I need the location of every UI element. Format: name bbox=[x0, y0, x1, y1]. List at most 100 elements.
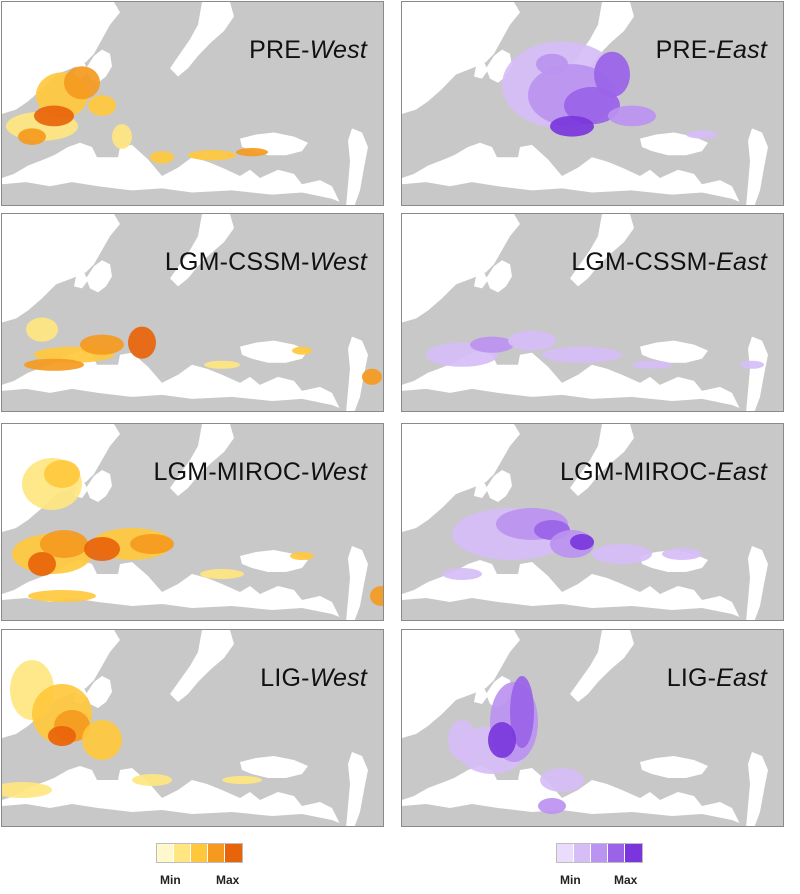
water-body-4 bbox=[240, 756, 308, 778]
map-panel-lig-east: LIG-East bbox=[401, 629, 784, 827]
suitability-area-3 bbox=[80, 334, 124, 355]
water-body-1 bbox=[402, 424, 520, 532]
water-body-7 bbox=[74, 272, 88, 289]
water-body-4 bbox=[640, 340, 708, 363]
water-body-4 bbox=[640, 756, 708, 778]
suitability-area-3 bbox=[64, 66, 100, 100]
suitability-area-7 bbox=[662, 548, 702, 560]
panel-title: LGM-MIROC-East bbox=[560, 458, 767, 487]
legend-east-min-label: Min bbox=[560, 873, 581, 887]
land-mass-2 bbox=[402, 598, 747, 620]
suitability-area-7 bbox=[608, 105, 656, 127]
suitability-area-5 bbox=[24, 358, 84, 371]
europe-map bbox=[402, 2, 783, 205]
suitability-area-5 bbox=[18, 128, 46, 145]
water-body-2 bbox=[170, 630, 234, 702]
legend-west-max-label: Max bbox=[216, 873, 240, 887]
suitability-area-8 bbox=[84, 537, 120, 561]
suitability-area-5 bbox=[632, 360, 672, 369]
panel-title-scenario: LGM-MIROC- bbox=[560, 458, 717, 486]
panel-title-lineage: East bbox=[716, 36, 767, 64]
suitability-area-9 bbox=[188, 150, 236, 161]
panel-title-lineage: West bbox=[309, 664, 367, 692]
europe-map bbox=[2, 424, 383, 620]
suitability-area-6 bbox=[536, 53, 568, 75]
suitability-area-8 bbox=[362, 368, 382, 385]
water-body-7 bbox=[474, 688, 488, 704]
panel-title-lineage: East bbox=[716, 664, 767, 692]
suitability-area-4 bbox=[550, 115, 594, 137]
water-body-3 bbox=[72, 574, 292, 602]
water-body-2 bbox=[570, 424, 634, 496]
water-body-5 bbox=[746, 128, 768, 205]
europe-map bbox=[402, 424, 783, 620]
panel-title: LIG-West bbox=[260, 664, 367, 693]
europe-map bbox=[2, 2, 383, 205]
suitability-area-7 bbox=[112, 124, 132, 150]
legend-east-swatch-3 bbox=[591, 844, 608, 862]
water-body-5 bbox=[346, 128, 368, 205]
suitability-area-11 bbox=[290, 552, 314, 560]
panel-title-lineage: West bbox=[309, 458, 367, 486]
water-body-3 bbox=[72, 780, 292, 808]
suitability-area-10 bbox=[236, 147, 268, 157]
panel-title-scenario: LGM-CSSM- bbox=[164, 248, 310, 276]
map-panel-pre-west: PRE-West bbox=[1, 1, 384, 206]
water-body-1 bbox=[2, 214, 120, 323]
suitability-area-7 bbox=[538, 798, 566, 814]
panel-title-lineage: East bbox=[716, 458, 767, 486]
suitability-area-4 bbox=[48, 726, 76, 746]
europe-map bbox=[402, 214, 783, 411]
suitability-area-10 bbox=[200, 569, 244, 579]
suitability-area-7 bbox=[130, 534, 174, 554]
panel-title-scenario: PRE- bbox=[249, 36, 310, 64]
water-body-1 bbox=[402, 2, 520, 114]
suitability-area-9 bbox=[28, 590, 96, 602]
suitability-area-7 bbox=[132, 774, 172, 786]
water-body-6 bbox=[86, 470, 112, 502]
panel-title-lineage: East bbox=[716, 248, 767, 276]
water-body-5 bbox=[746, 546, 768, 620]
suitability-area-3 bbox=[508, 330, 556, 351]
suitability-area-4 bbox=[34, 105, 74, 127]
water-body-1 bbox=[402, 630, 520, 738]
water-body-2 bbox=[570, 214, 634, 287]
suitability-area-1 bbox=[26, 317, 58, 342]
legend-east-color-scale bbox=[556, 843, 643, 863]
water-body-7 bbox=[474, 62, 488, 79]
water-body-5 bbox=[746, 336, 768, 411]
suitability-area-5 bbox=[448, 720, 476, 760]
water-body-3 bbox=[472, 780, 692, 808]
panel-title: LGM-MIROC-West bbox=[154, 458, 367, 487]
water-body-5 bbox=[346, 546, 368, 620]
suitability-area-3 bbox=[510, 676, 534, 748]
suitability-area-6 bbox=[88, 95, 116, 116]
legend-west-min-label: Min bbox=[160, 873, 181, 887]
water-body-4 bbox=[240, 340, 308, 363]
land-mass-2 bbox=[402, 182, 748, 205]
water-body-5 bbox=[346, 336, 368, 411]
legend-east-swatch-5 bbox=[625, 844, 642, 862]
legend-east-swatch-1 bbox=[557, 844, 574, 862]
suitability-area-4 bbox=[488, 722, 516, 758]
suitability-area-8 bbox=[222, 776, 262, 784]
water-body-5 bbox=[746, 752, 768, 826]
suitability-area-6 bbox=[540, 768, 584, 792]
suitability-area-8 bbox=[442, 568, 482, 580]
land-mass-2 bbox=[2, 598, 347, 620]
map-panel-pre-east: PRE-East bbox=[401, 1, 784, 206]
land-mass-2 bbox=[2, 182, 348, 205]
panel-title: PRE-West bbox=[249, 36, 367, 65]
water-body-3 bbox=[472, 157, 692, 187]
land-mass-2 bbox=[402, 804, 747, 826]
water-body-6 bbox=[86, 676, 112, 708]
suitability-area-12 bbox=[370, 586, 383, 606]
map-panel-lig-west: LIG-West bbox=[1, 629, 384, 827]
panel-title-lineage: West bbox=[309, 36, 367, 64]
suitability-area-6 bbox=[204, 360, 240, 369]
map-panel-lgm-miroc-east: LGM-MIROC-East bbox=[401, 423, 784, 621]
legend-west-swatch-3 bbox=[191, 844, 208, 862]
water-body-3 bbox=[472, 364, 692, 393]
water-body-3 bbox=[472, 574, 692, 602]
panel-title: LIG-East bbox=[667, 664, 767, 693]
